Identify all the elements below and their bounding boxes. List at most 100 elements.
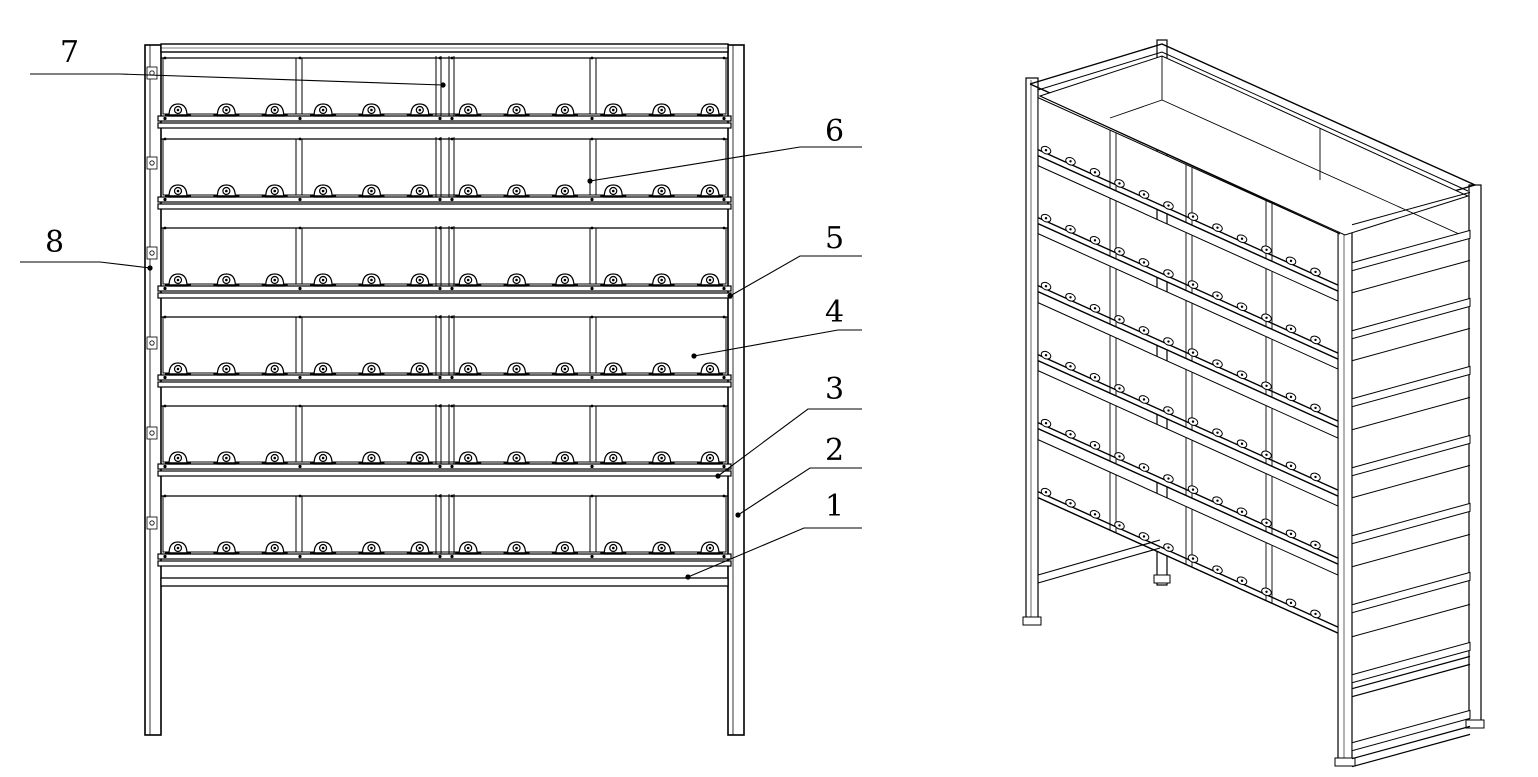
iso-roller-axle: [1093, 513, 1097, 516]
roller-axle: [515, 108, 518, 112]
iso-side-rail-pair: [1351, 396, 1471, 477]
iso-side-rail: [1351, 641, 1471, 684]
iso-roller-axle: [1118, 524, 1121, 527]
rail-stud: [163, 116, 167, 121]
callout-label-8: 8: [45, 225, 64, 260]
rail-stud: [163, 56, 167, 60]
iso-side-rail: [1351, 709, 1471, 752]
iso-roller-axle: [1314, 543, 1317, 547]
roller-axle: [321, 189, 325, 193]
rail-stud: [590, 116, 594, 121]
iso-roller-axle: [1240, 510, 1244, 513]
rail-stud: [722, 404, 726, 408]
roller-axle: [611, 367, 615, 371]
roller-axle: [660, 278, 663, 282]
roller-axle: [466, 546, 470, 550]
rail-stud: [438, 226, 442, 230]
rail-stud: [298, 494, 302, 498]
iso-roller-axle: [1191, 557, 1195, 560]
bottom-rail: [160, 577, 729, 587]
iso-side-brace: [1351, 725, 1471, 760]
rack-tier: [157, 56, 732, 129]
rail-stud: [438, 554, 442, 559]
iso-roller-axle: [1265, 316, 1268, 320]
roller-axle: [708, 189, 712, 193]
iso-roller-axle: [1216, 499, 1219, 502]
rail-stud: [450, 554, 454, 559]
iso-roller-axle: [1289, 259, 1293, 263]
roller-axle: [563, 546, 567, 550]
rail-stud: [298, 404, 302, 408]
iso-side-brace: [1351, 733, 1471, 768]
iso-roller-axle: [1289, 395, 1293, 399]
leader-5: [729, 255, 862, 297]
rail-stud: [438, 137, 442, 141]
rail-stud: [163, 197, 167, 202]
battery-block: [162, 405, 727, 463]
rail-stud: [163, 286, 167, 291]
iso-roller-axle: [1093, 307, 1097, 310]
rail-stud: [450, 404, 454, 408]
rack-tier: [157, 137, 732, 210]
iso-shelf-rail: [1037, 154, 1339, 292]
iso-roller-axle: [1167, 272, 1170, 275]
rack-tier: [157, 404, 732, 477]
roller-axle: [563, 108, 567, 112]
leader-3: [717, 408, 862, 477]
iso-roller-axle: [1167, 546, 1170, 549]
iso-roller-axle: [1314, 475, 1317, 479]
leader-7-dot: [440, 82, 446, 88]
iso-side-rail: [1351, 571, 1471, 614]
roller-axle: [611, 278, 615, 282]
iso-roller-axle: [1240, 442, 1244, 445]
roller-axle: [176, 189, 180, 193]
rail-stud: [438, 286, 442, 291]
rail-stud: [722, 286, 726, 291]
iso-foot: [1465, 719, 1485, 729]
shelf-rail-upper: [157, 374, 732, 381]
rail-stud: [438, 404, 442, 408]
roller-axle: [273, 278, 277, 282]
roller-axle: [176, 546, 180, 550]
iso-shelf-rail: [1037, 496, 1339, 634]
rail-stud: [163, 226, 167, 230]
roller-axle: [273, 546, 277, 550]
iso-roller-axle: [1216, 568, 1219, 571]
leader-8: [20, 261, 151, 269]
roller-axle: [176, 108, 180, 112]
iso-roller-axle: [1093, 444, 1097, 447]
bolt-hole: [149, 250, 155, 256]
iso-roller-axle: [1265, 248, 1268, 252]
roller-axle: [708, 108, 712, 112]
bolt-hole: [149, 160, 155, 166]
roller-axle: [563, 456, 567, 460]
roller-axle: [370, 189, 373, 193]
roller-axle: [515, 456, 518, 460]
iso-roller-axle: [1118, 318, 1121, 321]
rail-stud: [722, 375, 726, 380]
iso-shelf-rail: [1037, 359, 1339, 497]
rail-stud: [163, 137, 167, 141]
leader-1-dot: [685, 574, 691, 580]
roller-axle: [225, 108, 228, 112]
iso-roller-axle: [1265, 384, 1268, 388]
roller-axle: [273, 367, 277, 371]
iso-roller-axle: [1265, 453, 1268, 457]
rail-stud: [722, 464, 726, 469]
rail-stud: [298, 197, 302, 202]
roller-axle: [321, 367, 325, 371]
callout-label-6: 6: [825, 114, 844, 149]
iso-side-rail: [1351, 502, 1471, 545]
iso-roller-axle: [1191, 488, 1195, 491]
roller-axle: [370, 367, 373, 371]
iso-tier: [1037, 232, 1339, 428]
rail-stud: [590, 494, 594, 498]
iso-roller-axle: [1289, 532, 1293, 536]
roller-axle: [563, 367, 567, 371]
iso-roller-axle: [1044, 285, 1048, 288]
rail-stud: [163, 464, 167, 469]
iso-roller-axle: [1240, 373, 1244, 376]
right-upright-post: [727, 44, 745, 736]
rail-stud: [722, 494, 726, 498]
roller-axle: [321, 108, 325, 112]
